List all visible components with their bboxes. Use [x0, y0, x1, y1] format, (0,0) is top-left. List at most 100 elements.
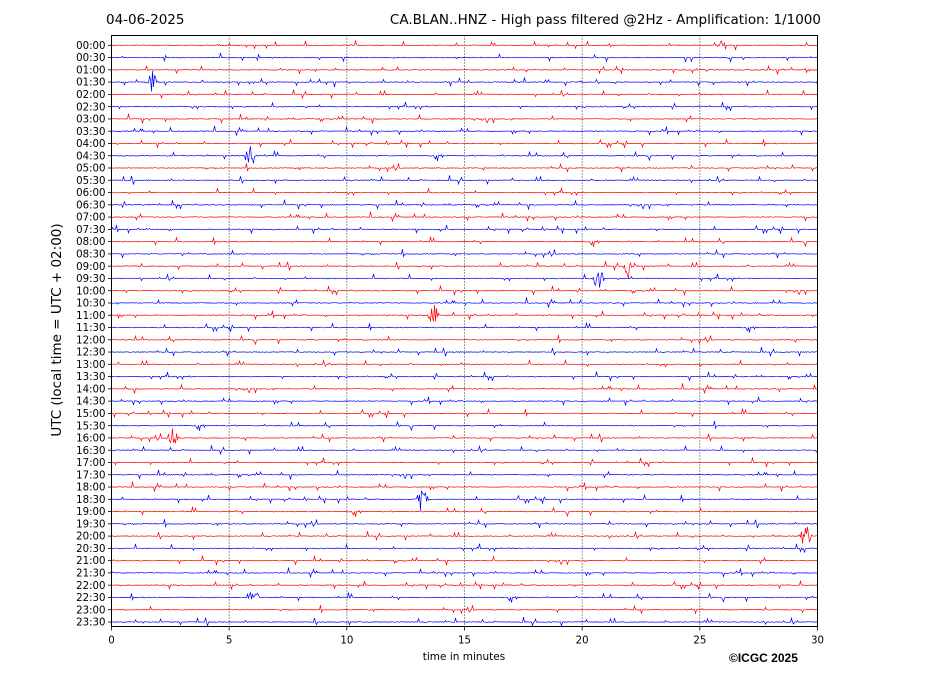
row-label-1000: 10:00	[76, 286, 105, 297]
trace-0330	[111, 125, 818, 137]
row-label-2000: 20:00	[76, 532, 105, 543]
trace-0030	[111, 52, 818, 63]
trace-0100	[111, 64, 818, 75]
trace-0530	[111, 175, 818, 186]
trace-1800	[111, 481, 818, 492]
row-label-0930: 09:30	[76, 274, 105, 285]
row-label-1200: 12:00	[76, 335, 105, 346]
x-tick-label-15: 15	[458, 636, 471, 647]
row-label-1300: 13:00	[76, 360, 105, 371]
row-label-0030: 00:30	[76, 53, 105, 64]
row-label-0600: 06:00	[76, 188, 105, 199]
row-label-0630: 06:30	[76, 200, 105, 211]
trace-0500	[111, 163, 818, 173]
row-label-0300: 03:00	[76, 115, 105, 126]
row-label-0700: 07:00	[76, 213, 105, 224]
row-label-1230: 12:30	[76, 348, 105, 359]
trace-1900	[111, 506, 818, 518]
row-label-0430: 04:30	[76, 151, 105, 162]
row-label-0000: 00:00	[76, 41, 105, 52]
x-tick-label-10: 10	[340, 636, 353, 647]
trace-1130	[111, 322, 818, 333]
chart-title: CA.BLAN..HNZ - High pass filtered @2Hz -…	[389, 12, 821, 28]
trace-0200	[111, 89, 818, 100]
row-label-0530: 05:30	[76, 176, 105, 187]
row-label-1800: 18:00	[76, 483, 105, 494]
row-label-1600: 16:00	[76, 434, 105, 445]
row-label-0330: 03:30	[76, 127, 105, 138]
x-tick-label-20: 20	[576, 636, 589, 647]
row-label-1900: 19:00	[76, 507, 105, 518]
trace-2000	[111, 526, 818, 544]
trace-1930	[111, 518, 818, 529]
row-label-1930: 19:30	[76, 519, 105, 530]
trace-0130	[111, 70, 818, 92]
trace-0700	[111, 211, 818, 223]
row-label-2200: 22:00	[76, 581, 105, 592]
row-label-1630: 16:30	[76, 446, 105, 457]
row-label-0230: 02:30	[76, 102, 105, 113]
row-label-1830: 18:30	[76, 495, 105, 506]
trace-2200	[111, 579, 818, 591]
trace-1500	[111, 408, 818, 419]
trace-0600	[111, 187, 818, 197]
trace-1600	[111, 428, 818, 444]
trace-2230	[111, 591, 818, 603]
trace-0930	[111, 272, 818, 288]
trace-1300	[111, 359, 818, 368]
row-label-1700: 17:00	[76, 458, 105, 469]
trace-0830	[111, 248, 818, 259]
row-label-0730: 07:30	[76, 225, 105, 236]
trace-1330	[111, 371, 818, 382]
trace-2030	[111, 543, 818, 553]
row-label-2030: 20:30	[76, 544, 105, 555]
grid-lines	[228, 35, 701, 627]
trace-0300	[111, 113, 818, 124]
row-label-2230: 22:30	[76, 593, 105, 604]
trace-0230	[111, 101, 818, 112]
x-axis-label: time in minutes	[422, 651, 506, 663]
trace-0800	[111, 236, 818, 248]
date-label: 04-06-2025	[106, 12, 185, 28]
trace-1630	[111, 444, 818, 456]
row-label-0830: 08:30	[76, 249, 105, 260]
trace-1530	[111, 420, 818, 432]
row-label-0400: 04:00	[76, 139, 105, 150]
trace-2130	[111, 567, 818, 578]
row-label-1330: 13:30	[76, 372, 105, 383]
row-label-0900: 09:00	[76, 262, 105, 273]
trace-2300	[111, 604, 818, 615]
trace-1100	[111, 304, 818, 322]
trace-1000	[111, 285, 818, 296]
x-tick-label-5: 5	[226, 636, 232, 647]
row-label-1500: 15:00	[76, 409, 105, 420]
row-label-0100: 01:00	[76, 65, 105, 76]
trace-1400	[111, 383, 818, 394]
row-label-0500: 05:00	[76, 164, 105, 175]
x-axis-ticks: 0 5 10 15 20 25 30	[108, 626, 824, 647]
x-tick-label-0: 0	[108, 636, 114, 647]
trace-0730	[111, 224, 818, 235]
trace-0900	[111, 261, 818, 279]
row-label-1030: 10:30	[76, 299, 105, 310]
trace-2330	[111, 616, 818, 628]
trace-1700	[111, 457, 818, 467]
row-label-0130: 01:30	[76, 78, 105, 89]
row-label-2300: 23:00	[76, 605, 105, 616]
row-label-1100: 11:00	[76, 311, 105, 322]
trace-1200	[111, 334, 818, 346]
x-tick-label-30: 30	[811, 636, 824, 647]
row-label-1730: 17:30	[76, 470, 105, 481]
trace-1230	[111, 347, 818, 358]
row-label-2130: 21:30	[76, 569, 105, 580]
trace-1830	[111, 490, 818, 510]
row-label-1130: 11:30	[76, 323, 105, 334]
row-label-2100: 21:00	[76, 556, 105, 567]
trace-1730	[111, 469, 818, 480]
trace-0630	[111, 199, 818, 210]
x-tick-label-25: 25	[693, 636, 706, 647]
trace-2100	[111, 555, 818, 566]
row-label-1430: 14:30	[76, 397, 105, 408]
